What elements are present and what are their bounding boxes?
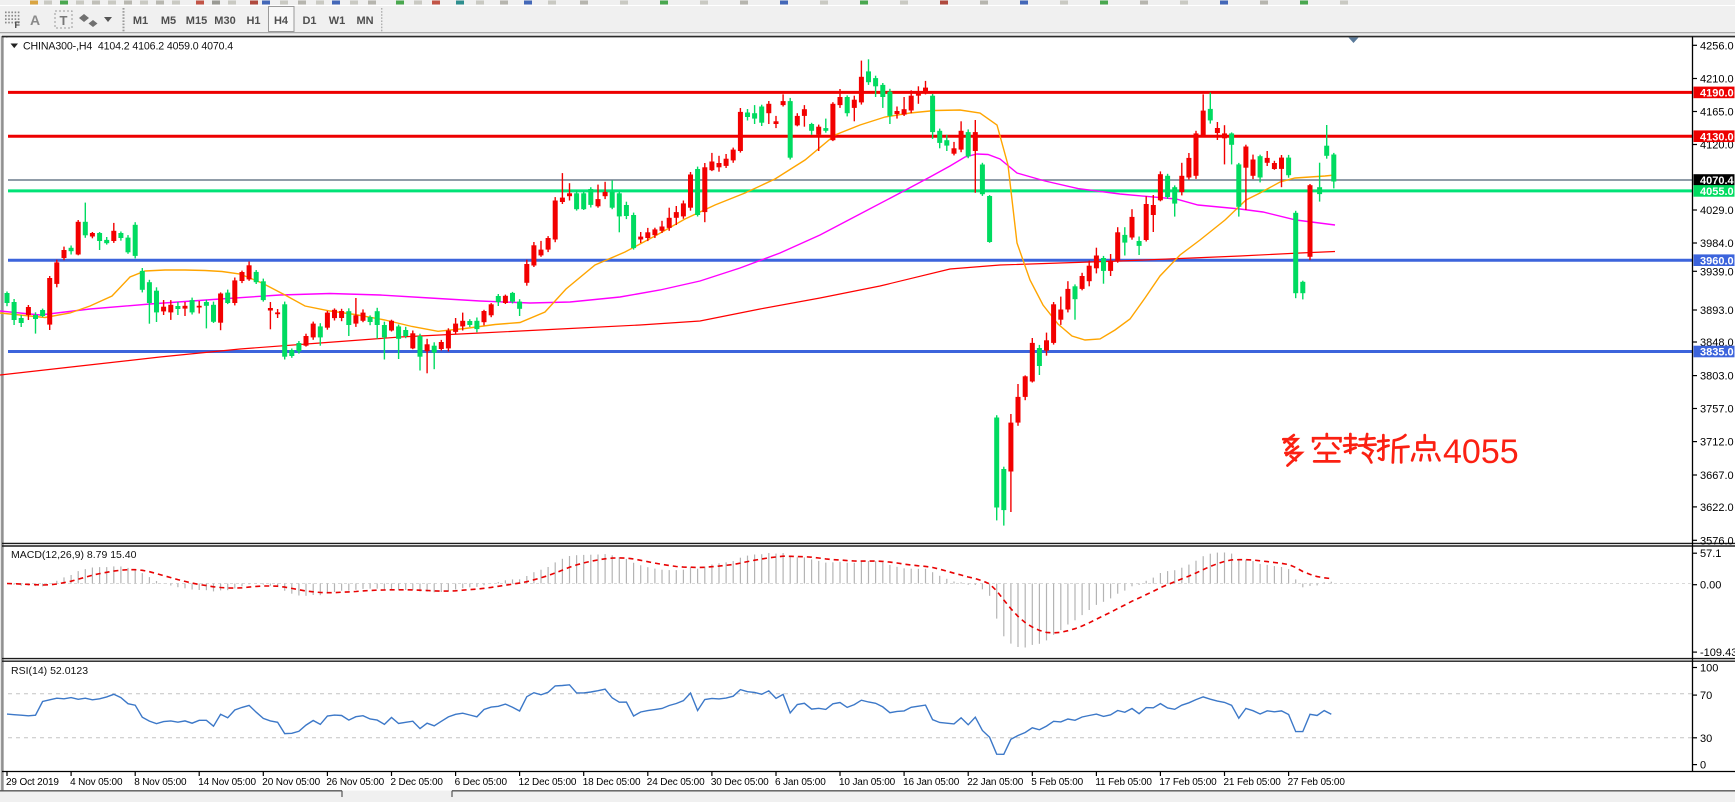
svg-text:26 Nov 05:00: 26 Nov 05:00 [326, 777, 384, 788]
svg-text:14 Nov 05:00: 14 Nov 05:00 [198, 777, 256, 788]
svg-text:22 Jan 05:00: 22 Jan 05:00 [967, 777, 1024, 788]
svg-text:M30: M30 [214, 15, 235, 27]
svg-text:18 Dec 05:00: 18 Dec 05:00 [583, 777, 641, 788]
svg-text:17 Feb 05:00: 17 Feb 05:00 [1159, 777, 1217, 788]
svg-text:RSI(14) 52.0123: RSI(14) 52.0123 [11, 665, 88, 677]
svg-text:CHINA300-,H4 4104.2 4106.2 40: CHINA300-,H4 4104.2 4106.2 4059.0 4070.4 [23, 41, 233, 53]
svg-text:8 Nov 05:00: 8 Nov 05:00 [134, 777, 187, 788]
svg-text:3622.0: 3622.0 [1700, 502, 1734, 514]
svg-text:3939.0: 3939.0 [1700, 266, 1734, 278]
svg-text:F: F [15, 20, 21, 30]
svg-text:4029.0: 4029.0 [1700, 205, 1734, 217]
svg-text:H1: H1 [246, 15, 260, 27]
svg-text:0: 0 [1700, 760, 1706, 772]
svg-text:6 Dec 05:00: 6 Dec 05:00 [455, 777, 508, 788]
svg-text:MACD(12,26,9) 8.79 15.40: MACD(12,26,9) 8.79 15.40 [11, 549, 137, 561]
svg-text:29 Oct 2019: 29 Oct 2019 [6, 777, 59, 788]
svg-text:57.1: 57.1 [1700, 548, 1721, 560]
svg-text:10 Jan 05:00: 10 Jan 05:00 [839, 777, 896, 788]
svg-text:4055.0: 4055.0 [1700, 186, 1734, 198]
svg-text:3667.0: 3667.0 [1700, 470, 1734, 482]
svg-text:4190.0: 4190.0 [1700, 88, 1734, 100]
svg-text:W1: W1 [329, 15, 346, 27]
svg-text:21 Feb 05:00: 21 Feb 05:00 [1224, 777, 1282, 788]
svg-text:24 Dec 05:00: 24 Dec 05:00 [647, 777, 705, 788]
svg-text:M15: M15 [186, 15, 207, 27]
svg-text:12 Dec 05:00: 12 Dec 05:00 [519, 777, 577, 788]
svg-text:5 Feb 05:00: 5 Feb 05:00 [1031, 777, 1083, 788]
svg-text:0.00: 0.00 [1700, 580, 1721, 592]
svg-text:A: A [30, 12, 40, 28]
svg-text:-109.43: -109.43 [1700, 647, 1735, 659]
svg-text:D1: D1 [302, 15, 316, 27]
svg-text:30: 30 [1700, 733, 1712, 745]
svg-text:3576.0: 3576.0 [1700, 535, 1734, 547]
svg-text:30 Dec 05:00: 30 Dec 05:00 [711, 777, 769, 788]
svg-text:3712.0: 3712.0 [1700, 437, 1734, 449]
svg-text:2 Dec 05:00: 2 Dec 05:00 [391, 777, 444, 788]
svg-text:M5: M5 [161, 15, 176, 27]
svg-text:4 Nov 05:00: 4 Nov 05:00 [70, 777, 123, 788]
svg-text:3893.0: 3893.0 [1700, 305, 1734, 317]
svg-text:16 Jan 05:00: 16 Jan 05:00 [903, 777, 960, 788]
svg-text:MN: MN [356, 15, 373, 27]
svg-text:3984.0: 3984.0 [1700, 238, 1734, 250]
svg-text:20 Nov 05:00: 20 Nov 05:00 [262, 777, 320, 788]
svg-text:6 Jan 05:00: 6 Jan 05:00 [775, 777, 826, 788]
svg-text:4210.0: 4210.0 [1700, 74, 1734, 86]
svg-text:3803.0: 3803.0 [1700, 371, 1734, 383]
svg-text:100: 100 [1700, 663, 1718, 675]
svg-text:3835.0: 3835.0 [1700, 347, 1734, 359]
svg-text:27 Feb 05:00: 27 Feb 05:00 [1288, 777, 1346, 788]
svg-text:3960.0: 3960.0 [1700, 255, 1734, 267]
svg-text:11 Feb 05:00: 11 Feb 05:00 [1095, 777, 1152, 788]
svg-text:4130.0: 4130.0 [1700, 131, 1734, 143]
svg-text:70: 70 [1700, 690, 1712, 702]
svg-text:4055: 4055 [1443, 433, 1519, 471]
svg-text:3757.0: 3757.0 [1700, 404, 1734, 416]
svg-text:4256.0: 4256.0 [1700, 40, 1734, 52]
svg-text:H4: H4 [274, 15, 289, 27]
svg-text:T: T [60, 13, 68, 28]
svg-text:M1: M1 [133, 15, 148, 27]
svg-text:4165.0: 4165.0 [1700, 107, 1734, 119]
